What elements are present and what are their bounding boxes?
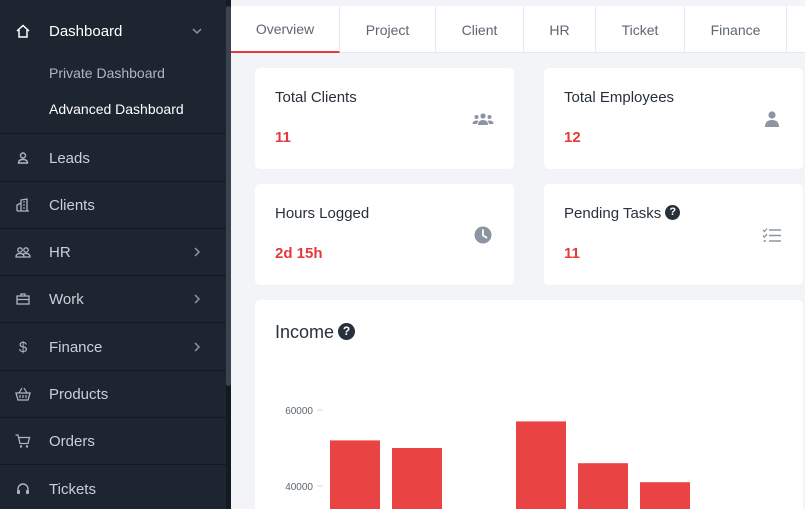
card-title: Pending Tasks? (564, 204, 681, 222)
card-value: 12 (564, 129, 581, 146)
chevron-down-icon[interactable] (188, 22, 206, 40)
sidebar-item-label: HR (49, 243, 71, 261)
total-clients-card[interactable]: Total Clients 11 (255, 68, 514, 169)
income-title-text: Income (275, 322, 335, 342)
sidebar-item-orders[interactable]: Orders (0, 418, 226, 465)
card-value: 11 (275, 129, 291, 146)
tab-client[interactable]: Client (436, 6, 524, 53)
tab-finance[interactable]: Finance (685, 6, 787, 53)
sidebar-scrollbar-thumb[interactable] (226, 6, 231, 386)
y-tick-label: 40000 (285, 482, 313, 493)
dashboard-submenu (0, 55, 226, 134)
tab-overview[interactable]: Overview (231, 6, 340, 53)
sidebar-item-label: Dashboard (49, 22, 123, 40)
sidebar-item-work[interactable]: Work (0, 276, 226, 323)
sidebar-item-dashboard[interactable]: Dashboard (0, 7, 226, 55)
briefcase-icon (12, 288, 34, 310)
income-bar[interactable] (330, 440, 380, 509)
card-title: Hours Logged (275, 205, 370, 222)
card-value: 11 (564, 245, 580, 262)
sidebar-item-hr[interactable]: HR (0, 229, 226, 276)
tab-hr[interactable]: HR (524, 6, 596, 53)
chevron-right-icon[interactable] (188, 290, 206, 308)
building-icon (12, 194, 34, 216)
checklist-icon (761, 224, 783, 246)
sidebar-item-leads[interactable]: Leads (0, 135, 226, 182)
sidebar-item-label: Finance (49, 338, 103, 356)
sidebar-subitem-private-dashboard[interactable]: Private Dashboard (49, 65, 165, 81)
tab-project[interactable]: Project (340, 6, 436, 53)
chevron-right-icon[interactable] (188, 243, 206, 261)
sidebar-item-tickets[interactable]: Tickets (0, 466, 226, 509)
pending-tasks-card[interactable]: Pending Tasks? 11 (544, 184, 803, 285)
dollar-icon: $ (18, 338, 28, 356)
income-bar[interactable] (516, 421, 566, 509)
total-employees-card[interactable]: Total Employees 12 (544, 68, 803, 169)
card-title: Total Clients (275, 89, 357, 106)
clock-icon (472, 224, 494, 246)
hours-logged-card[interactable]: Hours Logged 2d 15h (255, 184, 514, 285)
sidebar-item-label: Work (49, 290, 84, 308)
users-group-icon (472, 108, 494, 130)
help-icon[interactable]: ? (665, 204, 681, 220)
sidebar: Dashboard Private Dashboard Advanced Das… (0, 0, 231, 509)
sidebar-item-products[interactable]: Products (0, 371, 226, 418)
users-icon (12, 241, 34, 263)
basket-icon (12, 383, 34, 405)
headset-icon (12, 478, 34, 500)
tab-ticket[interactable]: Ticket (596, 6, 685, 53)
sidebar-item-label: Clients (49, 196, 95, 214)
help-icon[interactable]: ? (338, 322, 356, 340)
chevron-right-icon[interactable] (188, 338, 206, 356)
income-bar[interactable] (640, 482, 690, 509)
sidebar-item-label: Products (49, 385, 109, 403)
cart-icon (12, 430, 34, 452)
card-title: Total Employees (564, 89, 675, 106)
sidebar-item-label: Orders (49, 432, 95, 450)
income-card: Income? 60000 40000 (255, 300, 803, 509)
income-title: Income? (275, 322, 356, 343)
card-value: 2d 15h (275, 245, 323, 262)
sidebar-item-label: Leads (49, 149, 90, 167)
sidebar-item-clients[interactable]: Clients (0, 182, 226, 229)
income-bar[interactable] (578, 463, 628, 509)
sidebar-item-finance[interactable]: $ Finance (0, 324, 226, 371)
income-bar[interactable] (392, 448, 442, 509)
sidebar-subitem-advanced-dashboard[interactable]: Advanced Dashboard (49, 101, 184, 117)
person-icon (761, 108, 783, 130)
home-icon (12, 20, 34, 42)
sidebar-item-label: Tickets (49, 480, 96, 498)
card-title-text: Pending Tasks (564, 205, 662, 222)
income-chart: 60000 40000 (285, 406, 690, 509)
y-tick-label: 60000 (285, 406, 313, 417)
user-icon (12, 147, 34, 169)
tab-bar: Overview Project Client HR Ticket Financ… (231, 6, 805, 53)
